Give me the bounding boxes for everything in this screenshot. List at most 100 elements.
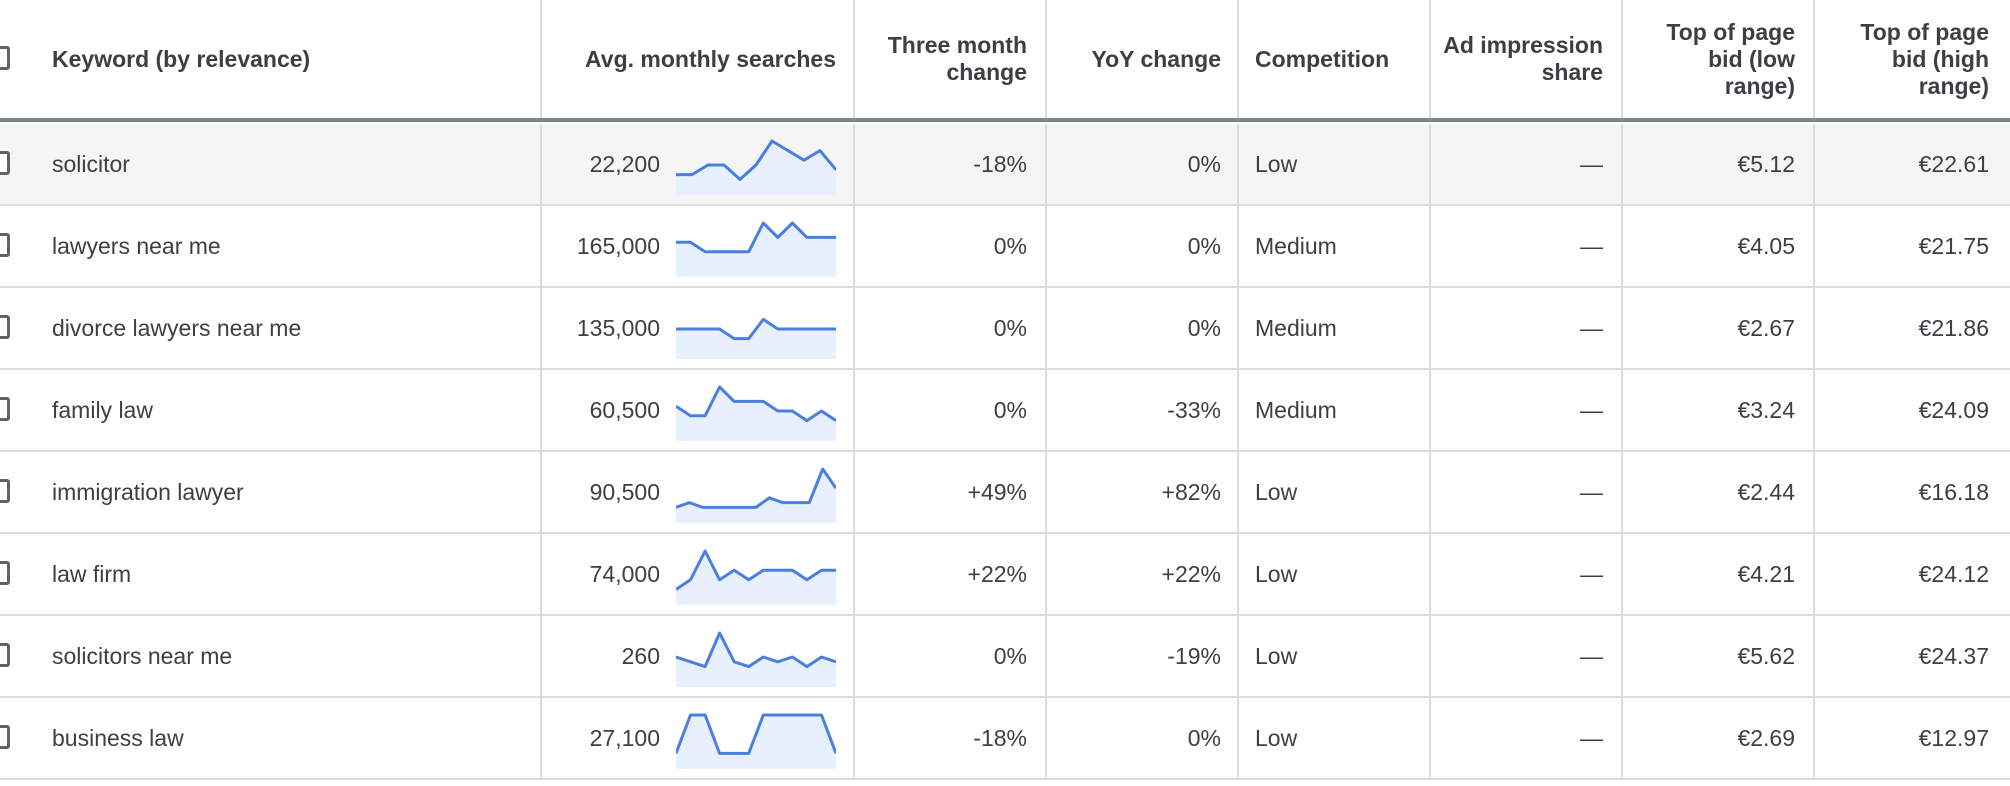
keyword-cell[interactable]: solicitor [0, 124, 540, 204]
keyword-cell[interactable]: family law [0, 370, 540, 450]
keyword-text[interactable]: lawyers near me [52, 232, 221, 259]
competition-cell: Low [1239, 534, 1429, 614]
row-checkbox[interactable] [0, 151, 10, 175]
competition-value: Low [1255, 724, 1298, 751]
keyword-cell[interactable]: business law [0, 698, 540, 778]
header-keyword-label[interactable]: Keyword (by relevance) [52, 45, 311, 72]
avg-searches-value: 60,500 [589, 396, 660, 423]
header-three-month[interactable]: Three month change [855, 0, 1045, 118]
table-row[interactable]: divorce lawyers near me 135,000 0% 0% Me… [0, 288, 2010, 370]
trend-sparkline[interactable] [676, 217, 836, 277]
keyword-text[interactable]: solicitors near me [52, 642, 233, 669]
competition-cell: Low [1239, 124, 1429, 204]
trend-sparkline[interactable] [676, 463, 836, 523]
header-bid-high[interactable]: Top of page bid (high range) [1815, 0, 2007, 118]
bid-high-value: €22.61 [1918, 150, 1989, 177]
trend-sparkline[interactable] [676, 627, 836, 687]
select-all-checkbox[interactable] [0, 46, 10, 70]
keyword-text[interactable]: business law [52, 724, 184, 751]
keyword-cell[interactable]: solicitors near me [0, 616, 540, 696]
competition-value: Medium [1255, 232, 1337, 259]
keyword-text[interactable]: law firm [52, 560, 132, 587]
three-month-cell: +49% [855, 452, 1045, 532]
yoy-cell: -19% [1047, 616, 1239, 696]
table-row[interactable]: solicitors near me 260 0% -19% Low — [0, 616, 2010, 698]
header-yoy[interactable]: YoY change [1047, 0, 1239, 118]
ad-share-value: — [1580, 396, 1603, 423]
keyword-cell[interactable]: law firm [0, 534, 540, 614]
keyword-cell[interactable]: divorce lawyers near me [0, 288, 540, 368]
three-month-value: 0% [993, 642, 1027, 669]
sparkline-area [676, 223, 836, 277]
keyword-text[interactable]: solicitor [52, 150, 130, 177]
table-row[interactable]: law firm 74,000 +22% +22% Low — [0, 534, 2010, 616]
avg-searches-cell: 60,500 [542, 370, 662, 450]
row-checkbox[interactable] [0, 479, 10, 503]
ad-share-cell: — [1431, 370, 1621, 450]
avg-searches-value: 27,100 [589, 724, 660, 751]
header-bid-low[interactable]: Top of page bid (low range) [1623, 0, 1813, 118]
avg-searches-cell: 260 [542, 616, 662, 696]
yoy-cell: 0% [1047, 206, 1239, 286]
bid-high-cell: €16.18 [1815, 452, 2007, 532]
three-month-cell: 0% [855, 616, 1045, 696]
three-month-cell: 0% [855, 288, 1045, 368]
avg-searches-value: 74,000 [589, 560, 660, 587]
ad-share-value: — [1580, 150, 1603, 177]
avg-searches-cell: 74,000 [542, 534, 662, 614]
keyword-cell[interactable]: immigration lawyer [0, 452, 540, 532]
avg-searches-cell: 135,000 [542, 288, 662, 368]
trend-sparkline[interactable] [676, 545, 836, 605]
trend-sparkline[interactable] [676, 381, 836, 441]
competition-cell: Low [1239, 616, 1429, 696]
header-bid-high-line1: Top of page [1860, 18, 1989, 45]
avg-searches-value: 260 [621, 642, 660, 669]
table-row[interactable]: family law 60,500 0% -33% Medium — [0, 370, 2010, 452]
table-row[interactable]: business law 27,100 -18% 0% Low — [0, 698, 2010, 780]
header-ad-share[interactable]: Ad impression share [1431, 0, 1621, 118]
row-checkbox[interactable] [0, 561, 10, 585]
trend-sparkline[interactable] [676, 299, 836, 359]
header-competition[interactable]: Competition [1239, 0, 1429, 118]
header-avg-searches[interactable]: Avg. monthly searches [542, 0, 854, 118]
three-month-value: +49% [967, 478, 1027, 505]
yoy-cell: 0% [1047, 698, 1239, 778]
competition-value: Medium [1255, 314, 1337, 341]
bid-high-value: €21.75 [1918, 232, 1989, 259]
trend-sparkline[interactable] [676, 709, 836, 769]
ad-share-cell: — [1431, 206, 1621, 286]
yoy-value: -19% [1167, 642, 1221, 669]
table-row[interactable]: solicitor 22,200 -18% 0% Low — [0, 124, 2010, 206]
trend-sparkline[interactable] [676, 135, 836, 195]
sparkline-line [676, 713, 836, 755]
sparkline-line [676, 549, 836, 591]
keyword-text[interactable]: immigration lawyer [52, 478, 244, 505]
yoy-cell: 0% [1047, 288, 1239, 368]
three-month-value: 0% [993, 314, 1027, 341]
competition-value: Medium [1255, 396, 1337, 423]
three-month-value: 0% [993, 396, 1027, 423]
table-row[interactable]: lawyers near me 165,000 0% 0% Medium — [0, 206, 2010, 288]
keyword-text[interactable]: family law [52, 396, 153, 423]
header-keyword-cell[interactable]: Keyword (by relevance) [0, 0, 540, 118]
keyword-cell[interactable]: lawyers near me [0, 206, 540, 286]
bid-high-cell: €22.61 [1815, 124, 2007, 204]
yoy-value: 0% [1187, 314, 1221, 341]
row-checkbox[interactable] [0, 233, 10, 257]
header-avg-searches-label[interactable]: Avg. monthly searches [585, 45, 836, 72]
bid-high-cell: €21.86 [1815, 288, 2007, 368]
three-month-value: 0% [993, 232, 1027, 259]
sparkline-line [676, 631, 836, 669]
header-yoy-label: YoY change [1091, 45, 1221, 72]
table-row[interactable]: immigration lawyer 90,500 +49% +82% Low … [0, 452, 2010, 534]
row-checkbox[interactable] [0, 643, 10, 667]
keyword-text[interactable]: divorce lawyers near me [52, 314, 302, 341]
ad-share-cell: — [1431, 698, 1621, 778]
avg-searches-value: 22,200 [589, 150, 660, 177]
bid-high-cell: €24.12 [1815, 534, 2007, 614]
row-checkbox[interactable] [0, 397, 10, 421]
bid-low-value: €5.12 [1737, 150, 1795, 177]
row-checkbox[interactable] [0, 725, 10, 749]
row-checkbox[interactable] [0, 315, 10, 339]
